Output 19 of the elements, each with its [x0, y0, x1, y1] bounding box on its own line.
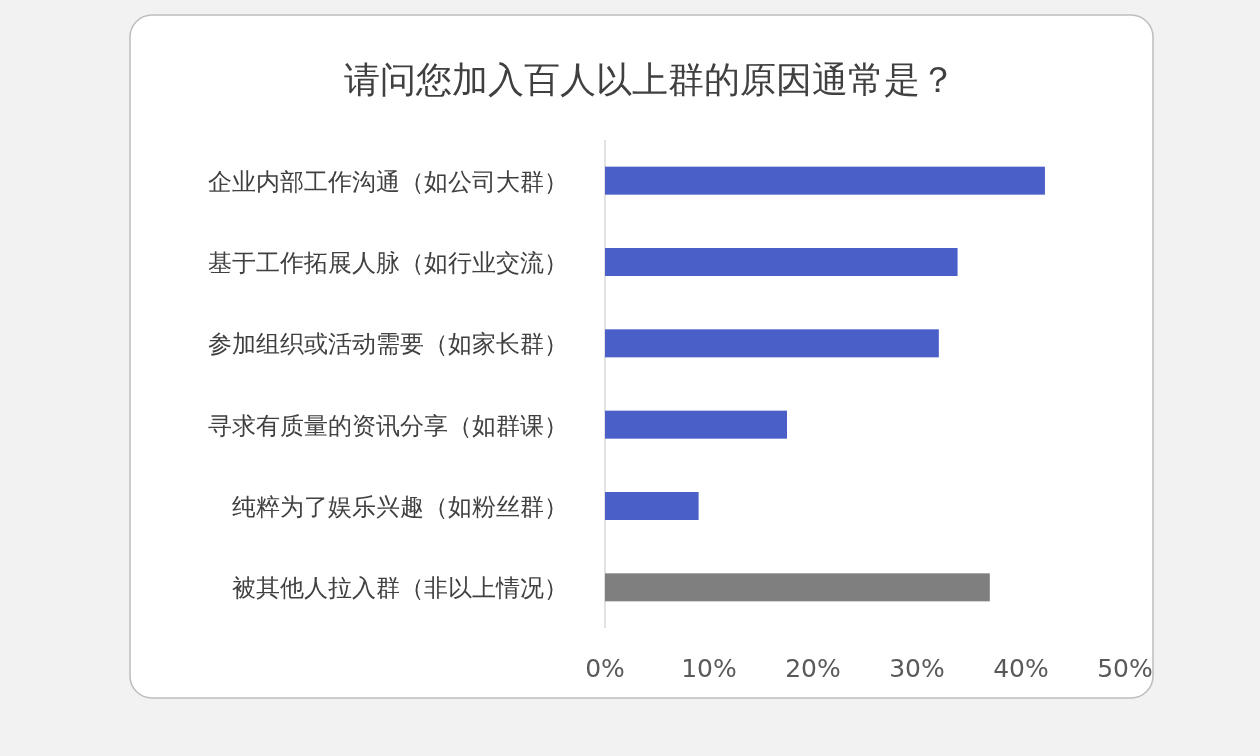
y-tick-label: 基于工作拓展人脉（如行业交流）	[208, 249, 568, 277]
bar	[605, 329, 939, 358]
x-tick-label: 20%	[785, 654, 841, 683]
bar	[605, 248, 958, 276]
x-tick-label: 40%	[993, 654, 1049, 683]
y-tick-label: 寻求有质量的资讯分享（如群课）	[208, 411, 568, 440]
bar	[605, 573, 990, 602]
x-tick-label: 0%	[585, 654, 625, 683]
x-tick-label: 10%	[681, 654, 737, 683]
y-tick-label: 参加组织或活动需要（如家长群）	[208, 330, 568, 359]
bar	[605, 492, 699, 520]
bar	[605, 166, 1045, 195]
y-tick-label: 纯粹为了娱乐兴趣（如粉丝群）	[232, 493, 568, 521]
chart-title: 请问您加入百人以上群的原因通常是？	[344, 59, 956, 100]
x-tick-label: 30%	[889, 654, 945, 683]
x-tick-label: 50%	[1097, 654, 1153, 683]
y-tick-label: 企业内部工作沟通（如公司大群）	[208, 167, 568, 196]
y-tick-label: 被其他人拉入群（非以上情况）	[232, 574, 568, 603]
bar	[605, 410, 787, 439]
